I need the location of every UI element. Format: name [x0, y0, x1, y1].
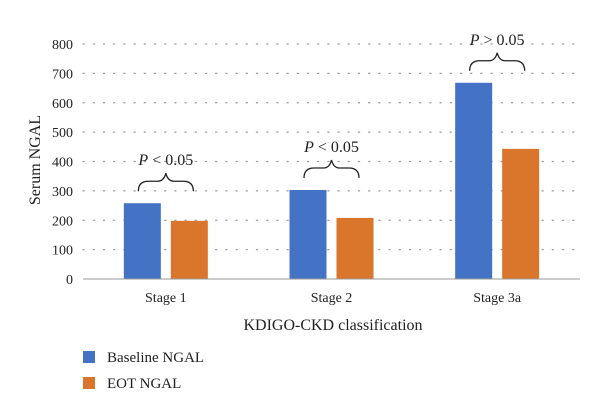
y-tick-label: 0: [66, 273, 73, 288]
y-tick-label: 700: [52, 67, 73, 82]
legend-swatch: [83, 351, 95, 363]
p-value-label: P < 0.05: [303, 139, 359, 156]
y-axis-title: Serum NGAL: [27, 115, 44, 205]
y-tick-label: 100: [52, 244, 73, 259]
y-axis-ticks: 0 100 200 300 400 500 600 700 800: [52, 38, 73, 288]
bar-eot-ngal-stage-3a: [502, 148, 540, 279]
significance-annotations: P < 0.05 P < 0.05 P > 0.05: [137, 32, 526, 192]
x-tick-label: Stage 3a: [473, 291, 522, 306]
legend: Baseline NGAL EOT NGAL: [83, 350, 204, 392]
legend-label: Baseline NGAL: [107, 350, 204, 366]
bars: [123, 82, 540, 280]
bar-eot-ngal-stage-1: [170, 220, 208, 279]
x-axis-title: KDIGO-CKD classification: [243, 317, 422, 334]
y-tick-label: 200: [52, 214, 73, 229]
x-axis-ticks: Stage 1 Stage 2 Stage 3a: [145, 291, 522, 306]
bar-baseline-ngal-stage-1: [123, 203, 161, 279]
bar-baseline-ngal-stage-3a: [455, 82, 493, 280]
significance-brace: [469, 52, 526, 71]
bar-eot-ngal-stage-2: [336, 217, 374, 279]
bar-baseline-ngal-stage-2: [289, 189, 327, 279]
gridlines: [82, 43, 581, 251]
x-tick-label: Stage 1: [145, 291, 187, 306]
p-value-label: P > 0.05: [469, 32, 525, 49]
y-tick-label: 500: [52, 126, 73, 141]
y-tick-label: 600: [52, 97, 73, 112]
significance-brace: [303, 159, 360, 179]
significance-brace: [137, 173, 194, 192]
y-tick-label: 300: [52, 185, 73, 200]
p-value-label: P < 0.05: [137, 152, 193, 169]
y-tick-label: 800: [52, 38, 73, 53]
x-tick-label: Stage 2: [311, 291, 353, 306]
legend-swatch: [83, 377, 95, 389]
y-tick-label: 400: [52, 156, 73, 171]
legend-label: EOT NGAL: [107, 376, 181, 392]
